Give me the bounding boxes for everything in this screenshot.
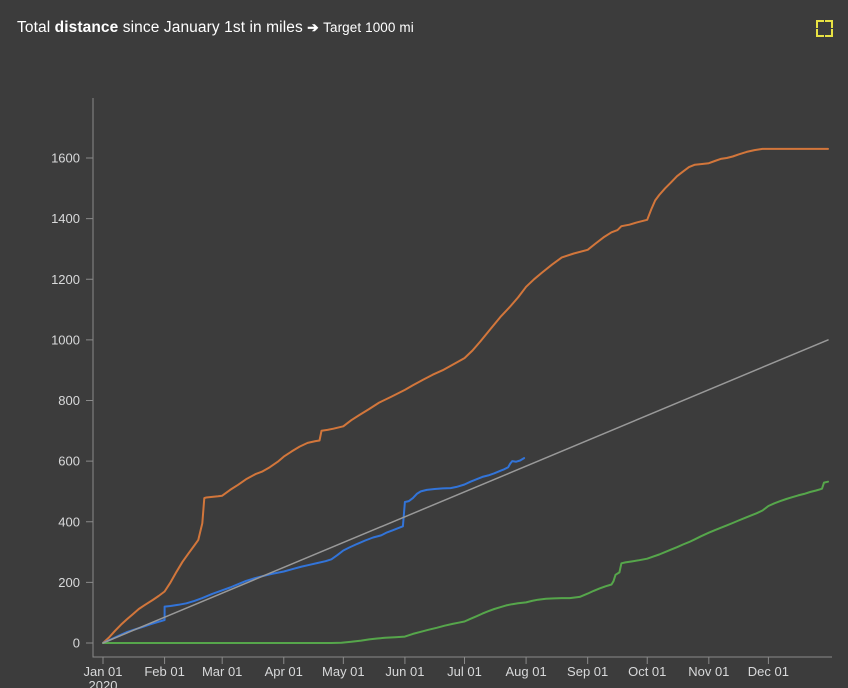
x-tick-label: Jun 01 [385, 664, 424, 679]
panel-title-target: Target 1000 mi [323, 20, 414, 35]
y-tick-label: 400 [58, 514, 80, 529]
arrow-icon: ➔ [307, 20, 319, 35]
y-tick-label: 1400 [51, 211, 80, 226]
x-tick-label: Aug 01 [505, 664, 546, 679]
panel-title[interactable]: Total distance since January 1st in mile… [17, 19, 414, 37]
series-line-cumulative-distance-orange [102, 147, 829, 644]
x-tick-label: Apr 01 [265, 664, 303, 679]
panel-title-bold: distance [54, 19, 119, 36]
y-tick-label: 1600 [51, 151, 80, 166]
x-tick-label: Jan 01 [83, 664, 122, 679]
panel-header: Total distance since January 1st in mile… [0, 0, 848, 56]
corner-bottom-left [816, 29, 824, 37]
series-line-target-1000-mi [102, 339, 829, 644]
fullscreen-corners-icon[interactable] [816, 20, 833, 37]
y-tick-label: 1000 [51, 332, 80, 347]
x-tick-label: Jul 01 [447, 664, 482, 679]
x-tick-sublabel: 2020 [89, 678, 118, 688]
axis-frame [92, 98, 832, 658]
y-tick-label: 200 [58, 575, 80, 590]
corner-bottom-right [825, 29, 833, 37]
x-tick-label: May 01 [322, 664, 365, 679]
x-tick-label: Dec 01 [748, 664, 789, 679]
y-tick-label: 0 [73, 636, 80, 651]
corner-top-right [825, 20, 833, 28]
x-tick-label: Nov 01 [688, 664, 729, 679]
panel-title-prefix: Total [17, 19, 51, 36]
x-tick-label: Feb 01 [144, 664, 184, 679]
corner-top-left [816, 20, 824, 28]
series-line-cumulative-distance-green [102, 480, 829, 644]
y-tick-label: 1200 [51, 272, 80, 287]
x-tick-label: Mar 01 [202, 664, 242, 679]
series-line-cumulative-distance-blue [102, 457, 526, 644]
panel-title-rest: since January 1st in miles [122, 19, 303, 36]
x-tick-label: Sep 01 [567, 664, 608, 679]
y-tick-label: 600 [58, 454, 80, 469]
y-tick-label: 800 [58, 393, 80, 408]
x-tick-label: Oct 01 [628, 664, 666, 679]
